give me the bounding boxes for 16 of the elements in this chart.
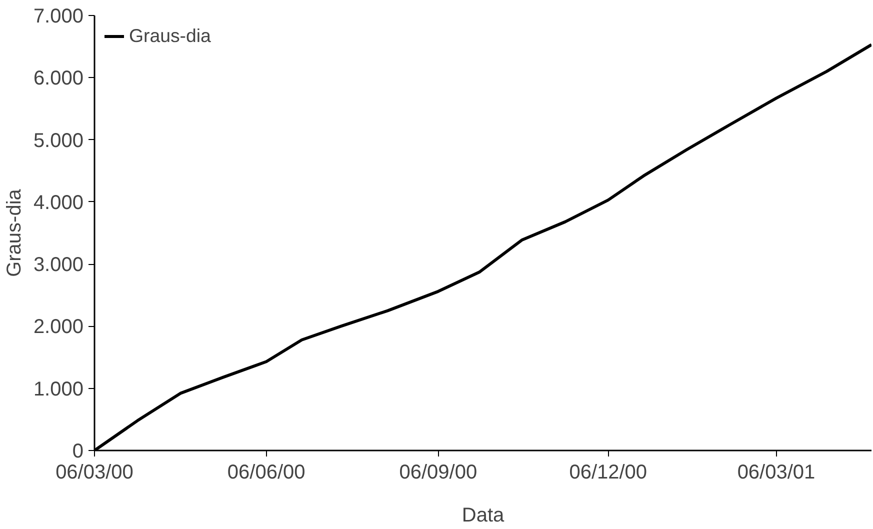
y-tick-label: 5.000 xyxy=(33,130,84,152)
x-tick-label: 06/12/00 xyxy=(569,462,648,484)
legend-label: Graus-dia xyxy=(129,25,211,47)
y-tick-label: 3.000 xyxy=(33,254,84,276)
x-tick-label: 06/09/00 xyxy=(399,462,478,484)
y-tick-label: 4.000 xyxy=(33,192,84,214)
x-tick-label: 06/03/01 xyxy=(737,462,816,484)
y-tick-label: 2.000 xyxy=(33,316,84,338)
y-tick-label: 6.000 xyxy=(33,68,84,90)
y-tick-label: 7.000 xyxy=(33,6,84,28)
y-tick-label: 1.000 xyxy=(33,378,84,400)
y-tick-label: 0 xyxy=(72,440,84,462)
x-axis-title: Data xyxy=(462,504,505,526)
y-axis-title: Graus-dia xyxy=(3,188,26,277)
x-tick-label: 06/03/00 xyxy=(56,462,134,484)
x-tick-label: 06/06/00 xyxy=(227,462,306,484)
